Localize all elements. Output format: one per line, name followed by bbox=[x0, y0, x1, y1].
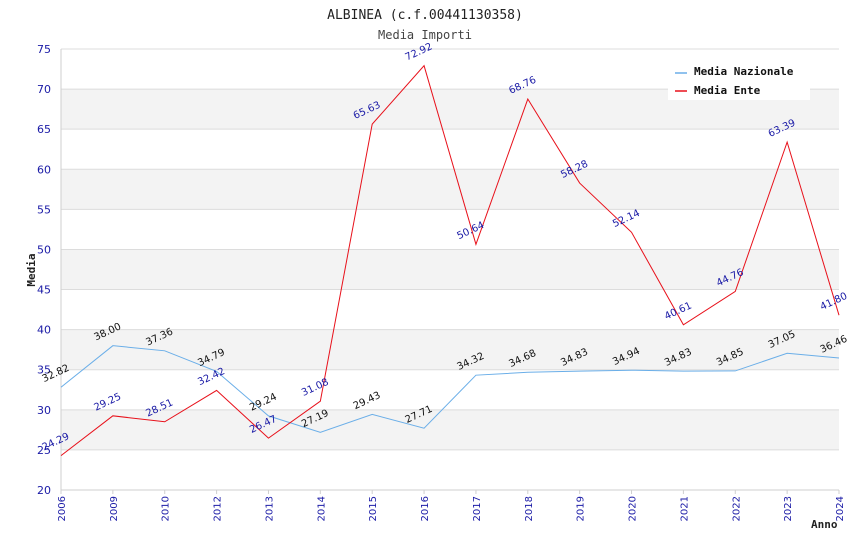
legend-box bbox=[668, 58, 810, 100]
x-tick-label: 2019 bbox=[576, 496, 587, 521]
grid-lines bbox=[60, 48, 840, 494]
x-axis-label: Anno bbox=[811, 518, 838, 531]
series-line-media-ente bbox=[60, 64, 840, 456]
x-tick-label: 2013 bbox=[264, 496, 275, 521]
y-tick-label: 65 bbox=[37, 123, 51, 136]
x-tick-label: 2023 bbox=[783, 496, 794, 521]
data-label: 31.08 bbox=[300, 377, 331, 399]
legend: Media Nazionale Media Ente bbox=[668, 58, 810, 100]
y-tick-label: 30 bbox=[37, 404, 51, 417]
y-tick-label: 75 bbox=[37, 43, 51, 56]
x-tick-label: 2017 bbox=[472, 496, 483, 521]
y-axis-label: Media bbox=[25, 253, 38, 286]
grid-band bbox=[61, 409, 839, 450]
grid-band bbox=[61, 329, 839, 370]
y-tick-label: 40 bbox=[37, 324, 51, 337]
data-label: 72.92 bbox=[404, 41, 435, 63]
x-tick-labels: 2006 2009 2010 2012 2013 2014 2015 2016 2017 2018… bbox=[57, 496, 846, 521]
series-lines bbox=[60, 64, 840, 456]
grid-band bbox=[61, 169, 839, 210]
data-label: 41.80 bbox=[819, 291, 850, 313]
data-label: 50.64 bbox=[456, 220, 487, 242]
y-tick-label: 55 bbox=[37, 203, 51, 216]
data-label: 29.43 bbox=[352, 390, 383, 412]
x-tick-label: 2016 bbox=[420, 496, 431, 521]
x-tick-label: 2015 bbox=[368, 496, 379, 521]
x-tick-label: 2020 bbox=[628, 496, 639, 521]
y-tick-label: 60 bbox=[37, 163, 51, 176]
y-tick-label: 35 bbox=[37, 364, 51, 377]
x-tick-label: 2009 bbox=[109, 496, 120, 521]
y-tick-label: 50 bbox=[37, 243, 51, 256]
series-line-media-nazionale bbox=[60, 345, 840, 433]
grid-band bbox=[61, 249, 839, 290]
legend-label-media-nazionale: Media Nazionale bbox=[694, 65, 794, 78]
data-label: 40.61 bbox=[663, 300, 694, 322]
x-tick-label: 2018 bbox=[524, 496, 535, 521]
x-tick-label: 2006 bbox=[57, 496, 68, 521]
x-tick-label: 2022 bbox=[731, 496, 742, 521]
y-tick-label: 20 bbox=[37, 484, 51, 497]
grid-bands bbox=[61, 89, 839, 450]
y-tick-labels: 20 25 30 35 40 45 50 55 60 65 70 75 bbox=[37, 43, 51, 497]
x-tick-label: 2024 bbox=[835, 496, 846, 521]
x-tick-label: 2012 bbox=[213, 496, 224, 521]
data-label: 52.14 bbox=[611, 208, 642, 230]
legend-label-media-ente: Media Ente bbox=[694, 84, 761, 97]
x-tick-label: 2021 bbox=[679, 496, 690, 521]
y-tick-label: 25 bbox=[37, 444, 51, 457]
y-tick-label: 70 bbox=[37, 83, 51, 96]
x-tick-label: 2014 bbox=[316, 496, 327, 521]
y-tick-label: 45 bbox=[37, 284, 51, 297]
chart-title: ALBINEA (c.f.00441130358) bbox=[327, 8, 523, 23]
x-tick-label: 2010 bbox=[161, 496, 172, 521]
chart-subtitle: Media Importi bbox=[378, 28, 472, 42]
